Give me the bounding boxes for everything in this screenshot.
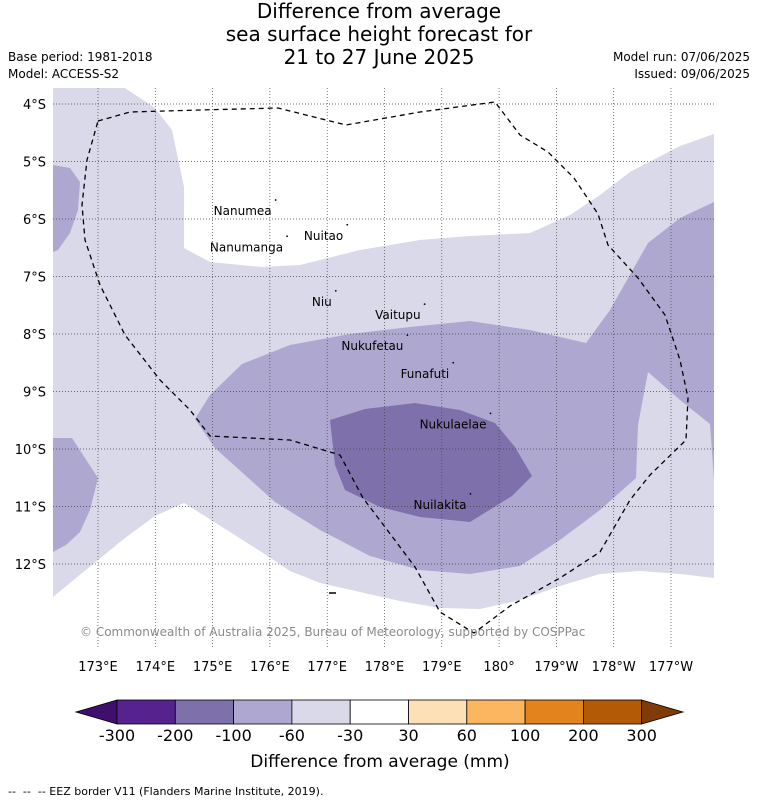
colorbar-tick-label: 30 — [398, 726, 418, 745]
place-label: Nanumea — [214, 204, 272, 218]
colorbar-tick-label: 100 — [510, 726, 541, 745]
colorbar-band — [583, 699, 643, 725]
place-label: Nanumanga — [210, 240, 283, 254]
lat-label: 8°S — [23, 328, 46, 343]
colorbar-tick-label: -200 — [157, 726, 193, 745]
base-period: Base period: 1981-2018 — [8, 50, 153, 64]
lat-axis-labels: 4°S 5°S 6°S 7°S 8°S 9°S 10°S 11°S 12°S — [15, 98, 46, 573]
lat-label: 7°S — [23, 271, 46, 286]
colorbar-underflow-arrow — [74, 699, 118, 725]
contour-layer — [53, 88, 714, 609]
lon-label: 175°E — [193, 660, 233, 675]
place-label: Nuilakita — [413, 498, 466, 512]
lon-label: 178°W — [592, 660, 636, 675]
contour-band-minus-60-southwest — [53, 438, 98, 552]
gridlines — [53, 88, 714, 648]
island-marker — [452, 361, 455, 364]
lon-label: 179°E — [422, 660, 462, 675]
island-marker — [346, 223, 349, 226]
colorbar-overflow-arrow — [641, 699, 685, 725]
place-labels: Nanumea Nuitao Nanumanga Niu Vaitupu Nukufeta… — [210, 204, 487, 512]
colorbar-band — [116, 699, 176, 725]
island-markers — [274, 199, 492, 495]
meta-left: Base period: 1981-2018 Model: ACCESS-S2 — [8, 49, 153, 83]
lon-axis-labels: 173°E 174°E 175°E 176°E 177°E 178°E 179°E 180° 1… — [78, 660, 693, 675]
title-line-2: sea surface height forecast for — [225, 22, 533, 46]
lon-label: 176°E — [250, 660, 290, 675]
colorbar-title: Difference from average (mm) — [250, 752, 509, 772]
colorbar-band — [233, 699, 293, 725]
lon-label: 180° — [483, 660, 514, 675]
model-name: Model: ACCESS-S2 — [8, 67, 120, 81]
copyright-notice: © Commonwealth of Australia 2025, Bureau… — [80, 625, 585, 639]
place-label: Niu — [312, 295, 332, 309]
colorbar-tick-label: 60 — [457, 726, 477, 745]
issued-date: Issued: 09/06/2025 — [634, 67, 750, 81]
place-label: Nukulaelae — [420, 417, 487, 431]
lat-label: 5°S — [23, 156, 46, 171]
colorbar-band — [349, 699, 409, 725]
place-label: Nukufetau — [341, 339, 403, 353]
island-marker — [286, 235, 288, 238]
colorbar-tick-label: -300 — [99, 726, 135, 745]
lon-label: 177°W — [649, 660, 693, 675]
place-label: Vaitupu — [375, 308, 421, 322]
colorbar-tick-label: -60 — [279, 726, 305, 745]
colorbar-band — [524, 699, 584, 725]
lon-label: 174°E — [136, 660, 176, 675]
lon-label: 177°E — [307, 660, 347, 675]
meta-right: Model run: 07/06/2025 Issued: 09/06/2025 — [613, 49, 750, 83]
island-marker — [469, 492, 472, 495]
island-marker — [274, 199, 277, 201]
island-marker — [406, 334, 409, 337]
island-marker — [489, 412, 492, 415]
title-line-1: Difference from average — [256, 0, 502, 23]
island-marker — [423, 303, 426, 305]
model-run: Model run: 07/06/2025 — [612, 50, 750, 64]
colorbar: -300 -200 -100 -60 -30 30 60 100 200 300 — [74, 699, 685, 745]
colorbar-band — [466, 699, 526, 725]
place-label: Funafuti — [401, 367, 450, 381]
eez-footnote: -- -- -- EEZ border V11 (Flanders Marine… — [8, 785, 324, 798]
contour-band-minus-60 — [195, 202, 714, 574]
lat-label: 10°S — [15, 443, 46, 458]
eez-border — [81, 101, 689, 634]
contour-band-minus-100 — [330, 403, 532, 522]
chart-title: Difference from average sea surface heig… — [0, 0, 758, 69]
colorbar-tick-label: 200 — [568, 726, 599, 745]
colorbar-tick-label: -30 — [337, 726, 363, 745]
lat-label: 12°S — [15, 558, 46, 573]
colorbar-tick-label: 300 — [626, 726, 657, 745]
island-marker — [334, 289, 337, 292]
lon-label: 179°W — [534, 660, 578, 675]
colorbar-band — [174, 699, 235, 725]
colorbar-band — [408, 699, 468, 725]
lon-label: 173°E — [78, 660, 118, 675]
lon-label: 178°E — [365, 660, 405, 675]
place-label: Nuitao — [304, 229, 343, 243]
lat-label: 9°S — [23, 386, 46, 401]
title-line-3: 21 to 27 June 2025 — [283, 45, 475, 69]
lat-label: 6°S — [23, 213, 46, 228]
contour-band-minus-60-west — [53, 165, 80, 252]
colorbar-band — [291, 699, 351, 725]
colorbar-tick-label: -100 — [215, 726, 251, 745]
lat-label: 4°S — [23, 98, 46, 113]
lat-label: 11°S — [15, 501, 46, 516]
